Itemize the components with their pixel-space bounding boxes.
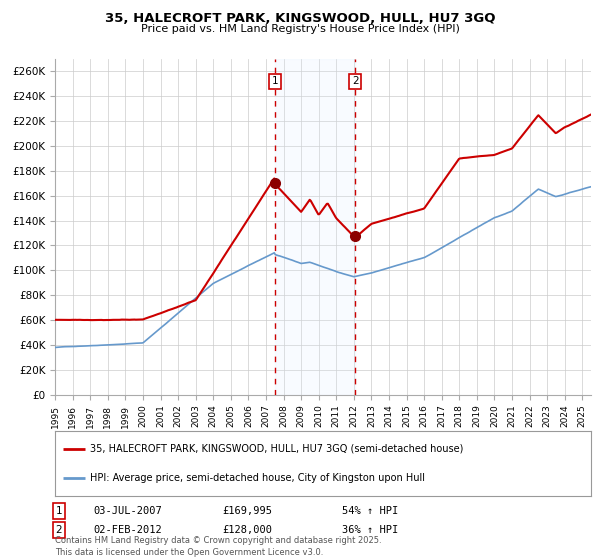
Text: 2: 2 (55, 525, 62, 535)
Text: 03-JUL-2007: 03-JUL-2007 (93, 506, 162, 516)
Bar (275, 59, 355, 395)
Text: HPI: Average price, semi-detached house, City of Kingston upon Hull: HPI: Average price, semi-detached house,… (90, 473, 425, 483)
Text: 36% ↑ HPI: 36% ↑ HPI (342, 525, 398, 535)
Text: Price paid vs. HM Land Registry's House Price Index (HPI): Price paid vs. HM Land Registry's House … (140, 24, 460, 34)
Text: Contains HM Land Registry data © Crown copyright and database right 2025.
This d: Contains HM Land Registry data © Crown c… (55, 536, 382, 557)
Text: 2: 2 (352, 76, 359, 86)
Text: 02-FEB-2012: 02-FEB-2012 (93, 525, 162, 535)
Text: 54% ↑ HPI: 54% ↑ HPI (342, 506, 398, 516)
Text: 35, HALECROFT PARK, KINGSWOOD, HULL, HU7 3GQ (semi-detached house): 35, HALECROFT PARK, KINGSWOOD, HULL, HU7… (90, 444, 463, 454)
Text: 1: 1 (271, 76, 278, 86)
Text: 1: 1 (55, 506, 62, 516)
Text: 35, HALECROFT PARK, KINGSWOOD, HULL, HU7 3GQ: 35, HALECROFT PARK, KINGSWOOD, HULL, HU7… (105, 12, 495, 25)
Text: £169,995: £169,995 (222, 506, 272, 516)
Text: £128,000: £128,000 (222, 525, 272, 535)
